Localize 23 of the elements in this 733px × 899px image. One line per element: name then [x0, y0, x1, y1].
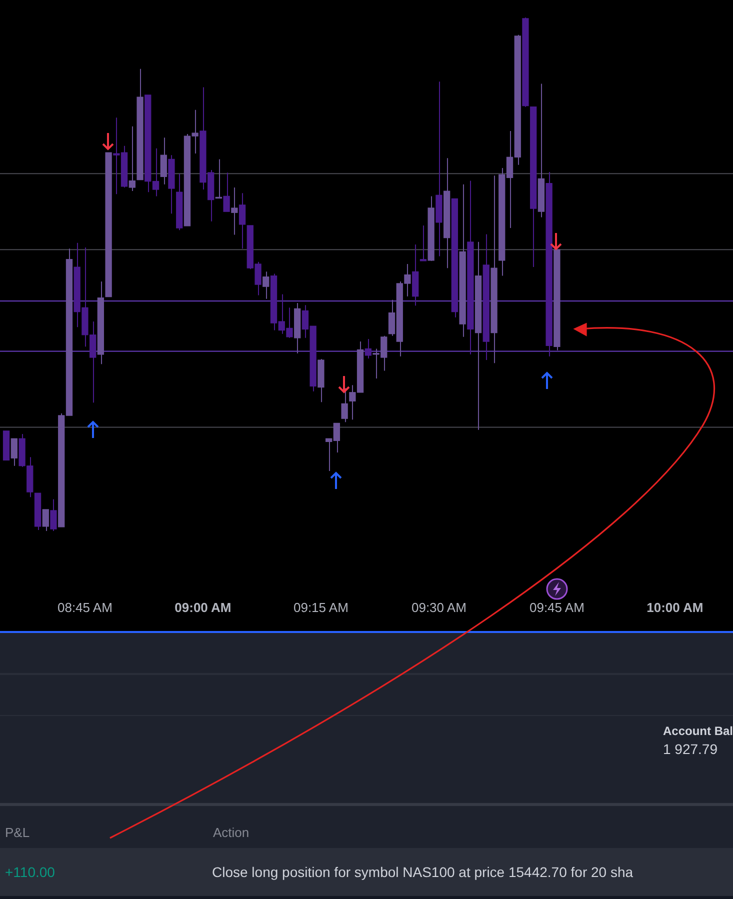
x-tick-label: 09:15 AM: [293, 600, 348, 615]
candlestick: [231, 186, 238, 236]
text: P&L: [5, 825, 30, 840]
text: Account Bal: [663, 724, 733, 738]
text: 1 927.79: [663, 741, 718, 757]
text: +110.00: [5, 864, 55, 880]
x-tick-label: 10:00 AM: [646, 600, 704, 615]
candlestick: [160, 137, 167, 185]
x-tick-label: 09:45 AM: [529, 600, 584, 615]
text: Action: [213, 825, 250, 840]
x-tick-label: 09:00 AM: [174, 600, 232, 615]
x-tick-label: 08:45 AM: [57, 600, 112, 615]
candlestick: [238, 192, 246, 250]
x-tick-label: 09:30 AM: [411, 600, 466, 615]
candlestick: [364, 338, 372, 359]
candlestick: [262, 271, 270, 300]
text: Close long position for symbol NAS100 at price 15442.70 for 20 sha: [212, 864, 634, 880]
candlestick: [42, 508, 49, 532]
candlestick: [50, 498, 57, 532]
candlestick: [10, 438, 18, 466]
candlestick: [341, 388, 348, 423]
candlestick: [223, 172, 230, 212]
candlestick: [128, 126, 136, 192]
